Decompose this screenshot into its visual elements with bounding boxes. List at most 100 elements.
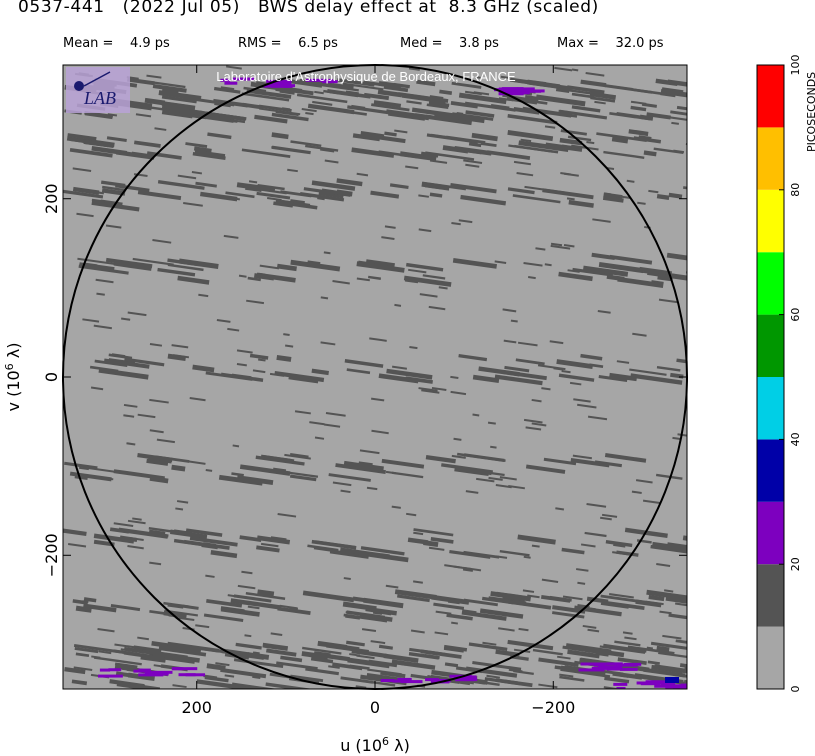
delay-streak: [164, 101, 191, 111]
delay-streak: [438, 286, 448, 290]
logo-text: LAB: [83, 88, 116, 108]
delay-streak-high: [578, 668, 605, 672]
delay-streak: [472, 660, 522, 671]
delay-streak: [602, 195, 624, 203]
delay-streak: [626, 179, 635, 183]
plot-title-text: BWS delay effect at 8.3 GHz (scaled): [257, 0, 599, 17]
colorbar-bin: [757, 377, 784, 440]
delay-streak: [672, 436, 682, 441]
delay-streak: [220, 372, 264, 382]
delay-streak: [324, 159, 339, 164]
delay-streak: [600, 516, 612, 521]
delay-streak: [425, 114, 472, 126]
delay-streak-high: [616, 686, 626, 689]
delay-streak: [558, 109, 569, 114]
delay-streak: [177, 275, 210, 285]
delay-streak: [195, 624, 210, 629]
delay-streak-high: [270, 84, 296, 88]
delay-streak: [572, 267, 614, 277]
delay-streak: [311, 180, 356, 191]
delay-streak: [463, 159, 483, 165]
delay-streak: [312, 100, 333, 106]
delay-streak: [648, 594, 665, 602]
delay-streak: [397, 594, 430, 603]
delay-streak: [487, 421, 496, 425]
delay-streak: [93, 539, 115, 547]
delay-streak: [299, 192, 345, 202]
delay-streak: [325, 412, 346, 417]
colorbar-bin: [757, 564, 784, 627]
delay-streak: [433, 602, 465, 610]
delay-streak: [149, 343, 163, 347]
delay-streak: [413, 528, 454, 537]
delay-streak: [385, 584, 399, 589]
delay-streak-high: [171, 667, 183, 671]
delay-streak: [525, 464, 566, 474]
delay-streak: [451, 621, 459, 625]
delay-streak-high: [619, 667, 638, 671]
delay-streak: [570, 457, 610, 468]
delay-streak: [198, 293, 209, 298]
delay-streak: [495, 649, 520, 658]
delay-streak: [653, 147, 684, 155]
delay-streak: [247, 605, 260, 610]
delay-streak: [434, 631, 449, 636]
delay-streak: [105, 224, 122, 229]
plot-area: [62, 64, 688, 690]
x-axis: 200 0 −200: [181, 65, 575, 717]
watermark-text: Laboratoire d'Astrophysique de Bordeaux,…: [216, 69, 516, 84]
delay-streak: [627, 645, 675, 655]
delay-streak: [587, 415, 608, 421]
delay-streak: [91, 655, 101, 659]
delay-streak: [127, 519, 146, 525]
delay-streak: [231, 682, 277, 689]
delay-streak: [573, 398, 591, 403]
delay-streak: [494, 260, 507, 264]
delay-streak: [572, 454, 593, 460]
delay-streak: [273, 467, 287, 472]
delay-streak: [496, 591, 531, 600]
delay-streak: [371, 103, 410, 112]
delay-streak: [69, 147, 113, 158]
delay-streak: [82, 318, 100, 323]
delay-streak: [660, 93, 676, 98]
delay-streak: [301, 651, 329, 660]
delay-streak: [290, 140, 322, 148]
colorbar: 0 20 40 60 80 100: [756, 55, 802, 693]
delay-streak: [585, 71, 605, 77]
delay-streak: [148, 106, 197, 116]
delay-streak: [241, 570, 253, 575]
delay-streak: [254, 114, 288, 124]
delay-streak: [320, 341, 336, 346]
delay-streak: [595, 652, 609, 657]
delay-streak: [178, 616, 195, 622]
stat-mean-label: Mean =: [63, 36, 114, 51]
delay-streak: [78, 466, 89, 471]
delay-streak: [667, 542, 687, 549]
delay-streak: [290, 453, 309, 458]
delay-streak: [356, 172, 369, 177]
colorbar-bin: [757, 626, 784, 689]
delay-streak: [271, 112, 309, 122]
delay-streak: [106, 136, 127, 142]
delay-streak: [434, 111, 485, 124]
delay-streak: [386, 368, 433, 380]
delay-streak: [668, 613, 687, 624]
delay-streak: [231, 373, 252, 379]
delay-streak: [241, 92, 290, 102]
delay-streak: [463, 550, 500, 559]
delay-streak: [549, 340, 564, 345]
delay-streak: [259, 264, 280, 270]
delay-streak: [683, 186, 687, 194]
delay-streak: [187, 460, 206, 465]
delay-streak: [409, 345, 418, 350]
delay-streak: [391, 661, 406, 666]
delay-streak: [361, 132, 406, 144]
source-name: 0537-441: [18, 0, 105, 17]
delay-streak: [289, 474, 317, 482]
delay-streak: [550, 244, 571, 250]
delay-streak: [270, 536, 287, 541]
delay-streak: [468, 642, 508, 652]
delay-streak: [102, 185, 127, 192]
delay-streak: [137, 190, 182, 201]
